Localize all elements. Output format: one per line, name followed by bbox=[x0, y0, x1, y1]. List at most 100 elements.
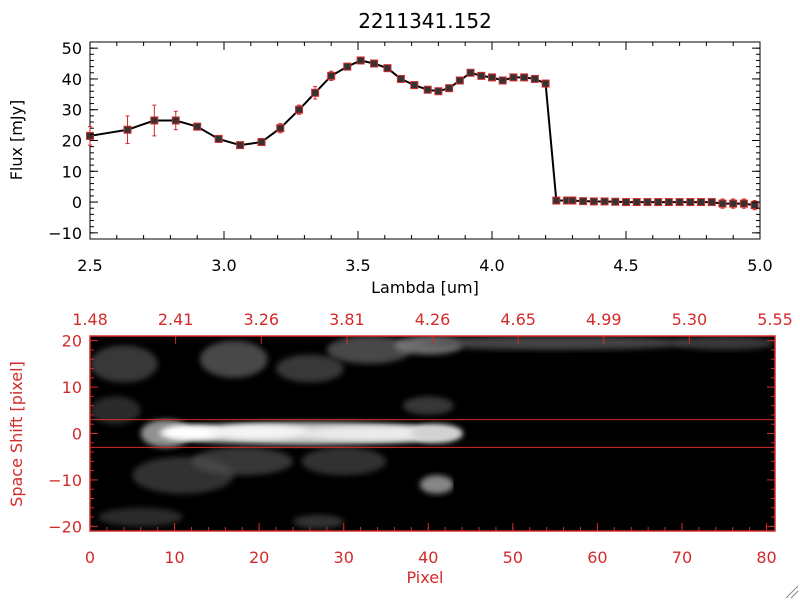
spectrum-point bbox=[643, 198, 652, 207]
image-emission-blob bbox=[411, 424, 463, 443]
spectrum-point bbox=[509, 73, 518, 82]
spectrum-point bbox=[356, 56, 365, 65]
spectrum-y-tick-label: 30 bbox=[62, 101, 82, 120]
spectrum-point bbox=[171, 116, 180, 125]
image-emission-blob bbox=[276, 354, 344, 383]
image-emission-blob bbox=[90, 345, 158, 383]
spectrum-y-tick-label: 40 bbox=[62, 70, 82, 89]
spectrum-point bbox=[311, 88, 320, 97]
spectrum-point bbox=[150, 116, 159, 125]
image-top-tick-label: 1.48 bbox=[72, 310, 108, 329]
spectrum-point bbox=[455, 76, 464, 85]
image-emission-blob bbox=[199, 340, 268, 378]
spectrum-point bbox=[654, 198, 663, 207]
image-top-tick-label: 4.99 bbox=[586, 310, 622, 329]
spectrum-x-tick-label: 2.5 bbox=[77, 256, 102, 275]
image-top-tick-label: 2.41 bbox=[158, 310, 194, 329]
image-emission-blob bbox=[90, 396, 141, 425]
spectrum-point bbox=[193, 122, 202, 131]
spectrum-point bbox=[552, 196, 561, 205]
spectrum-point bbox=[327, 71, 336, 80]
spectrum-point bbox=[423, 85, 432, 94]
image-x-tick-label: 70 bbox=[672, 548, 692, 567]
spectrum-point bbox=[520, 73, 529, 82]
image-y-tick-label: 20 bbox=[62, 332, 82, 351]
image-x-axis-label: Pixel bbox=[406, 568, 443, 587]
spectrum-x-tick-label: 4.0 bbox=[479, 256, 504, 275]
image-emission-blob bbox=[419, 336, 691, 350]
spectrum-point bbox=[445, 84, 454, 93]
spectrum-x-tick-label: 3.0 bbox=[211, 256, 236, 275]
spectrum-point bbox=[370, 59, 379, 68]
image-x-tick-label: 60 bbox=[587, 548, 607, 567]
spectrum-point bbox=[123, 125, 132, 134]
image-content bbox=[90, 336, 775, 529]
spectrum-point bbox=[664, 198, 673, 207]
spectrum-point bbox=[568, 196, 577, 205]
image-x-tick-label: 20 bbox=[249, 548, 269, 567]
image-blank-region bbox=[453, 454, 775, 497]
spectrum-plot: 2.5 3.0 3.5 4.0 4.5 5.0 −10 0 10 20 30 40 50 Lambda… bbox=[7, 39, 773, 297]
spectrum-y-tick-label: 10 bbox=[62, 162, 82, 181]
image-emission-blob bbox=[419, 475, 454, 494]
image-emission-blob bbox=[292, 514, 344, 529]
chart-title: 2211341.152 bbox=[358, 9, 492, 33]
spectrum-y-tick-label: 0 bbox=[72, 193, 82, 212]
image-top-tick-label: 5.55 bbox=[757, 310, 793, 329]
spectrum-point bbox=[622, 198, 630, 207]
image-emission-blob bbox=[301, 447, 386, 476]
spectrum-point bbox=[466, 68, 475, 77]
spectrum-point bbox=[707, 198, 716, 207]
spectrum-y-tick-label: 50 bbox=[62, 39, 82, 58]
spectrum-point bbox=[739, 199, 748, 208]
spectrum-x-tick-label: 5.0 bbox=[747, 256, 772, 275]
image-emission-blob bbox=[402, 396, 454, 415]
spectrum-x-tick-label: 3.5 bbox=[345, 256, 370, 275]
spectrum-x-tick-label: 4.5 bbox=[613, 256, 638, 275]
image-x-tick-label: 0 bbox=[85, 548, 95, 567]
spectrum-point bbox=[214, 134, 223, 143]
spectrum-point bbox=[488, 73, 496, 82]
image-y-tick-label: 0 bbox=[72, 425, 82, 444]
image-emission-blob bbox=[208, 425, 310, 440]
image-top-tick-label: 3.26 bbox=[243, 310, 279, 329]
image-x-tick-label: 10 bbox=[164, 548, 184, 567]
spectrum-point bbox=[541, 79, 550, 88]
image-x-tick-label: 40 bbox=[418, 548, 438, 567]
image-y-axis-label: Space Shift [pixel] bbox=[7, 361, 26, 507]
spectrum-point bbox=[86, 131, 94, 140]
spectrum-point bbox=[295, 105, 304, 114]
image-y-tick-label: −20 bbox=[48, 517, 82, 536]
spectrum-point bbox=[530, 74, 539, 83]
spectrum-point bbox=[410, 81, 419, 90]
spectrum-y-tick-label: −10 bbox=[48, 224, 82, 243]
image-top-tick-label: 4.65 bbox=[500, 310, 536, 329]
spectrum-point bbox=[396, 74, 405, 83]
spectrum-plot-frame bbox=[89, 41, 761, 240]
spectrum-point bbox=[718, 199, 727, 208]
spectrum-point bbox=[600, 197, 609, 206]
spectrum-point bbox=[236, 141, 245, 150]
spectrum-x-axis-label: Lambda [um] bbox=[371, 278, 479, 297]
image-emission-blob bbox=[191, 447, 293, 476]
image-emission-blob bbox=[98, 507, 184, 527]
image-y-tick-label: 10 bbox=[62, 378, 82, 397]
spectrum-y-tick-label: 20 bbox=[62, 132, 82, 151]
spectrum-point bbox=[686, 198, 695, 207]
image-emission-blob bbox=[673, 336, 775, 350]
spectrum-point bbox=[611, 197, 620, 206]
spectrum-image-plot: 0 10 20 30 40 50 60 70 80 −20 −10 0 10 20 1.48 2.41 3.… bbox=[7, 310, 793, 587]
image-top-tick-label: 3.81 bbox=[329, 310, 365, 329]
spectrum-point bbox=[276, 124, 285, 133]
spectrum-point bbox=[579, 197, 588, 206]
resize-grip-icon[interactable] bbox=[785, 585, 799, 599]
image-top-tick-label: 5.30 bbox=[672, 310, 708, 329]
spectrum-point bbox=[434, 87, 443, 96]
spectrum-point bbox=[750, 201, 759, 210]
spectrum-point bbox=[477, 71, 486, 80]
spectrum-point bbox=[729, 199, 738, 208]
image-y-tick-label: −10 bbox=[48, 471, 82, 490]
spectrum-point bbox=[257, 138, 266, 147]
spectrum-point bbox=[343, 62, 352, 71]
